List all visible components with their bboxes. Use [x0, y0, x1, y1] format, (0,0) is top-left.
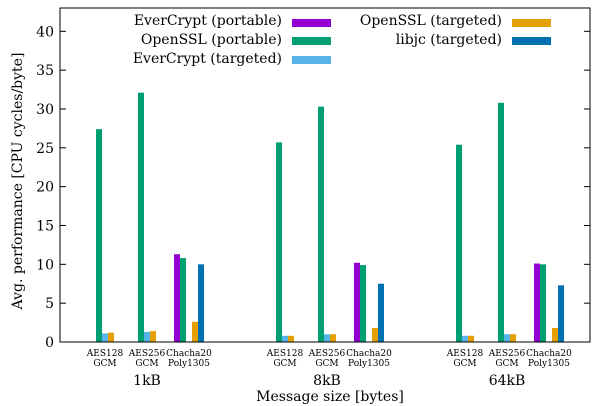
y-tick-label: 40: [36, 24, 54, 40]
category-label: Chacha20: [526, 349, 572, 359]
category-label: AES128: [266, 349, 304, 359]
bar: [558, 285, 564, 342]
plot-frame: [59, 7, 591, 343]
bar: [456, 144, 462, 342]
bar: [540, 264, 546, 342]
plot-bars: [96, 92, 564, 343]
bar: [324, 334, 330, 342]
legend: EverCrypt (portable) OpenSSL (portable) Ev…: [133, 13, 551, 67]
category-label: GCM: [273, 359, 296, 369]
bar: [378, 283, 384, 342]
bar: [510, 334, 516, 342]
category-label: AES128: [446, 349, 484, 359]
bar: [108, 332, 114, 342]
legend-label: libjc (targeted): [396, 32, 502, 48]
legend-swatch: [292, 56, 331, 64]
category-label: Poly1305: [528, 359, 570, 369]
category-label: GCM: [315, 359, 338, 369]
y-tick-label: 5: [45, 296, 54, 312]
category-label: Poly1305: [168, 359, 210, 369]
bar: [534, 263, 540, 342]
bar: [138, 92, 144, 342]
y-tick-label: 0: [45, 335, 54, 351]
legend-label: EverCrypt (targeted): [133, 51, 282, 67]
bar: [372, 328, 378, 342]
group-label: 8kB: [313, 373, 341, 389]
group-label: 1kB: [133, 373, 161, 389]
legend-swatch: [292, 19, 331, 27]
category-label: AES256: [308, 349, 346, 359]
category-label: GCM: [495, 359, 518, 369]
bar: [288, 335, 294, 342]
legend-swatch: [292, 37, 331, 45]
legend-swatch: [512, 19, 551, 27]
group-label: 64kB: [489, 373, 526, 389]
bar: [462, 335, 468, 342]
category-label: AES256: [128, 349, 166, 359]
bar: [468, 335, 474, 342]
bar: [330, 334, 336, 342]
y-tick-label: 35: [36, 63, 54, 79]
bar: [354, 262, 360, 342]
legend-label: OpenSSL (targeted): [360, 13, 502, 29]
category-label: GCM: [135, 359, 158, 369]
y-tick-label: 20: [36, 180, 54, 196]
bar: [198, 264, 204, 342]
plot-axes: [59, 7, 591, 343]
plot-labels: AES128GCMAES256GCMChacha20Poly13051kBAES…: [36, 24, 572, 389]
y-tick-label: 30: [36, 102, 54, 118]
bar: [282, 335, 288, 342]
category-label: GCM: [453, 359, 476, 369]
bar: [174, 254, 180, 342]
bar: [192, 321, 198, 342]
bar: [552, 328, 558, 342]
category-label: Poly1305: [348, 359, 390, 369]
bar: [504, 334, 510, 342]
bar: [276, 142, 282, 342]
bar: [102, 333, 108, 342]
y-tick-label: 10: [36, 257, 54, 273]
legend-label: EverCrypt (portable): [134, 13, 282, 29]
category-label: AES256: [488, 349, 526, 359]
bar: [96, 129, 102, 342]
category-label: Chacha20: [346, 349, 392, 359]
y-tick-label: 25: [36, 141, 54, 157]
y-tick-label: 15: [36, 218, 54, 234]
category-label: Chacha20: [166, 349, 212, 359]
bar: [144, 331, 150, 342]
category-label: AES128: [86, 349, 124, 359]
bar: [318, 106, 324, 343]
bar: [360, 265, 366, 342]
bar: [498, 102, 504, 342]
legend-swatch: [512, 37, 551, 45]
category-label: GCM: [93, 359, 116, 369]
bar: [180, 258, 186, 342]
x-axis-label: Message size [bytes]: [256, 389, 404, 405]
legend-label: OpenSSL (portable): [141, 32, 282, 48]
bar: [150, 331, 156, 342]
y-axis-label: Avg. performance [CPU cycles/byte]: [10, 53, 26, 311]
